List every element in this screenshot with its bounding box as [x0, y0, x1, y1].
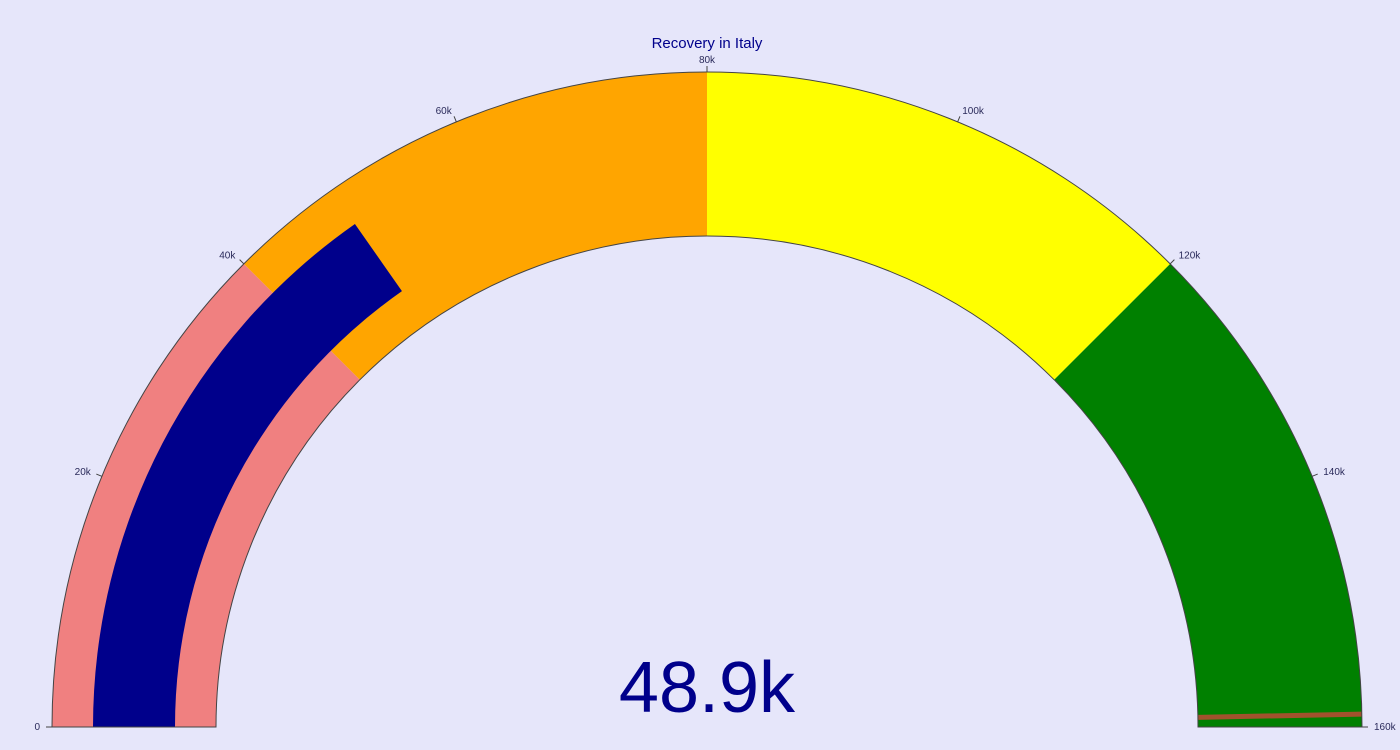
gauge-tick-7	[1311, 473, 1318, 477]
chart-title: Recovery in Italy	[652, 35, 763, 52]
gauge-outline	[51, 71, 1363, 728]
gauge-tick-label-2: 40k	[219, 250, 236, 261]
gauge-tick-6	[1169, 259, 1175, 265]
gauge-tick-label-5: 100k	[962, 106, 985, 117]
gauge-tick-label-8: 160k	[1374, 722, 1397, 733]
gauge-tick-2	[239, 259, 245, 265]
gauge-ticks: 0 20k 40k 60k 80k 100k 120k 140k 160k	[34, 55, 1396, 733]
gauge-tick-label-1: 20k	[75, 467, 92, 478]
gauge-tick-label-6: 120k	[1179, 250, 1202, 261]
gauge-tick-label-3: 60k	[436, 106, 453, 117]
gauge-value-bar-layer	[93, 223, 402, 728]
gauge-step-band-2	[707, 72, 1171, 380]
gauge-tick-label-7: 140k	[1323, 467, 1346, 478]
gauge-value-label: 48.9k	[619, 648, 796, 728]
gauge-outline-layer	[51, 71, 1363, 728]
gauge-threshold-layer	[1197, 711, 1362, 720]
gauge-tick-1	[96, 473, 103, 477]
gauge-tick-5	[957, 116, 961, 123]
gauge-value-bar	[93, 223, 402, 728]
gauge-tick-label-4: 80k	[699, 55, 716, 66]
gauge-tick-3	[453, 116, 457, 123]
gauge-step-band-3	[1054, 263, 1362, 727]
gauge-threshold-line	[1197, 711, 1362, 720]
gauge-tick-label-0: 0	[34, 722, 40, 733]
